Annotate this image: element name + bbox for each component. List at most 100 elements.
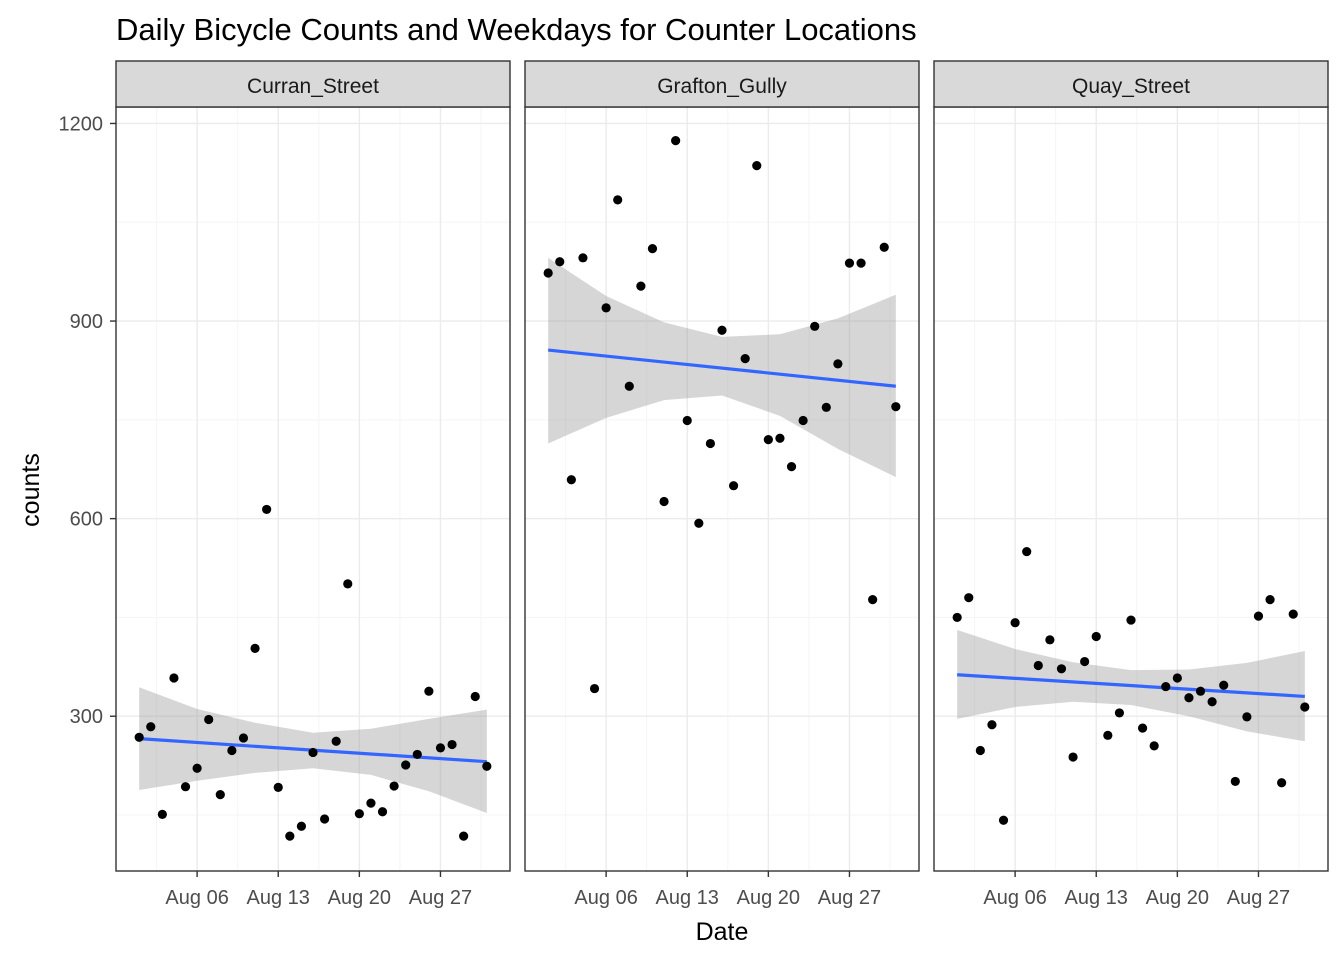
data-point	[308, 747, 318, 758]
data-point	[1114, 708, 1125, 718]
data-point	[1103, 730, 1113, 740]
data-point	[366, 798, 376, 808]
x-tick-label: Aug 13	[656, 887, 719, 909]
y-tick-label: 1200	[59, 113, 104, 135]
data-point	[459, 831, 469, 841]
data-point	[891, 402, 901, 412]
data-point	[1022, 546, 1032, 557]
facet-panels: Curran_Street Aug 06 Aug 13 Aug 20 Aug 27 300…	[59, 60, 1329, 909]
panel-background	[525, 107, 919, 871]
data-point	[1137, 723, 1148, 733]
data-point	[1068, 752, 1078, 762]
data-point	[1265, 595, 1275, 605]
facet-strip-label: Curran_Street	[247, 75, 379, 98]
data-point	[786, 462, 797, 472]
data-point	[1219, 680, 1229, 690]
x-tick-label: Aug 27	[1227, 887, 1290, 909]
data-point	[740, 353, 750, 364]
data-point	[1149, 741, 1159, 751]
data-point	[447, 739, 457, 750]
data-point	[964, 593, 974, 603]
data-point	[262, 504, 272, 515]
x-tick-label: Aug 20	[737, 887, 800, 909]
panel-background	[116, 107, 510, 871]
data-point	[285, 831, 295, 841]
x-tick-label: Aug 13	[1065, 887, 1128, 909]
data-point	[273, 782, 283, 792]
data-point	[354, 809, 364, 819]
trend-line	[548, 348, 896, 388]
x-axis-title: Date	[696, 918, 749, 946]
x-tick-label: Aug 13	[247, 887, 310, 909]
data-point	[238, 733, 249, 743]
data-point	[1033, 660, 1043, 671]
data-point	[671, 135, 681, 146]
data-point	[1277, 778, 1287, 788]
panel-background	[934, 107, 1328, 871]
x-tick-label: Aug 20	[328, 887, 391, 909]
data-point	[470, 691, 480, 702]
data-point	[775, 433, 785, 443]
data-point	[343, 579, 353, 589]
data-point	[1172, 673, 1182, 683]
data-point	[1288, 609, 1298, 619]
data-point	[647, 244, 658, 254]
data-point	[879, 242, 889, 252]
facet-strip	[524, 60, 920, 108]
data-point	[601, 303, 611, 313]
data-point	[296, 821, 307, 831]
data-point	[613, 195, 623, 205]
data-point	[987, 720, 997, 730]
data-point	[821, 402, 831, 412]
data-point	[1126, 615, 1136, 625]
data-point	[798, 415, 808, 426]
data-point	[204, 714, 214, 725]
data-point	[482, 761, 492, 771]
data-point	[543, 268, 553, 278]
data-point	[412, 749, 422, 760]
data-point	[566, 475, 576, 485]
data-point	[401, 760, 411, 770]
x-tick-label: Aug 27	[818, 887, 881, 909]
y-tick-label: 600	[70, 509, 103, 531]
data-point	[377, 807, 388, 817]
facet-strip-label: Quay_Street	[1072, 75, 1190, 98]
panel-quay-street: Quay_Street Aug 06 Aug 13 Aug 20 Aug 27	[933, 60, 1329, 909]
data-point	[1300, 702, 1310, 712]
data-point	[624, 381, 634, 391]
x-tick-label: Aug 20	[1146, 887, 1209, 909]
data-point	[1195, 686, 1206, 696]
x-tick-label: Aug 06	[165, 887, 228, 909]
data-point	[833, 359, 843, 369]
x-tick-label: Aug 06	[574, 887, 637, 909]
data-point	[180, 782, 191, 792]
data-point	[192, 763, 202, 773]
data-point	[1253, 611, 1264, 621]
data-point	[250, 643, 260, 653]
data-point	[636, 281, 646, 291]
data-point	[694, 518, 704, 528]
data-point	[844, 258, 855, 268]
data-point	[589, 683, 600, 694]
data-point	[169, 673, 179, 683]
facet-strip-label: Grafton_Gully	[657, 75, 787, 98]
x-tick-label: Aug 27	[409, 887, 472, 909]
data-point	[952, 612, 962, 623]
data-point	[227, 745, 237, 756]
data-point	[1091, 631, 1101, 642]
chart-title: Daily Bicycle Counts and Weekdays for Co…	[116, 12, 917, 47]
facet-strip	[933, 60, 1329, 108]
panel-curran-street: Curran_Street Aug 06 Aug 13 Aug 20 Aug 27 300…	[59, 60, 511, 909]
data-point	[728, 481, 739, 491]
data-point	[1056, 664, 1067, 674]
facet-strip	[115, 60, 511, 108]
data-point	[1207, 697, 1217, 707]
data-point	[1184, 693, 1194, 703]
data-point	[578, 253, 588, 263]
data-point	[752, 161, 762, 171]
data-point	[319, 814, 330, 824]
data-point	[682, 415, 692, 426]
data-point	[331, 736, 341, 746]
panel-grafton-gully: Grafton_Gully Aug 06 Aug 13 Aug 20 Aug 27	[524, 60, 920, 909]
data-point	[1045, 635, 1055, 645]
